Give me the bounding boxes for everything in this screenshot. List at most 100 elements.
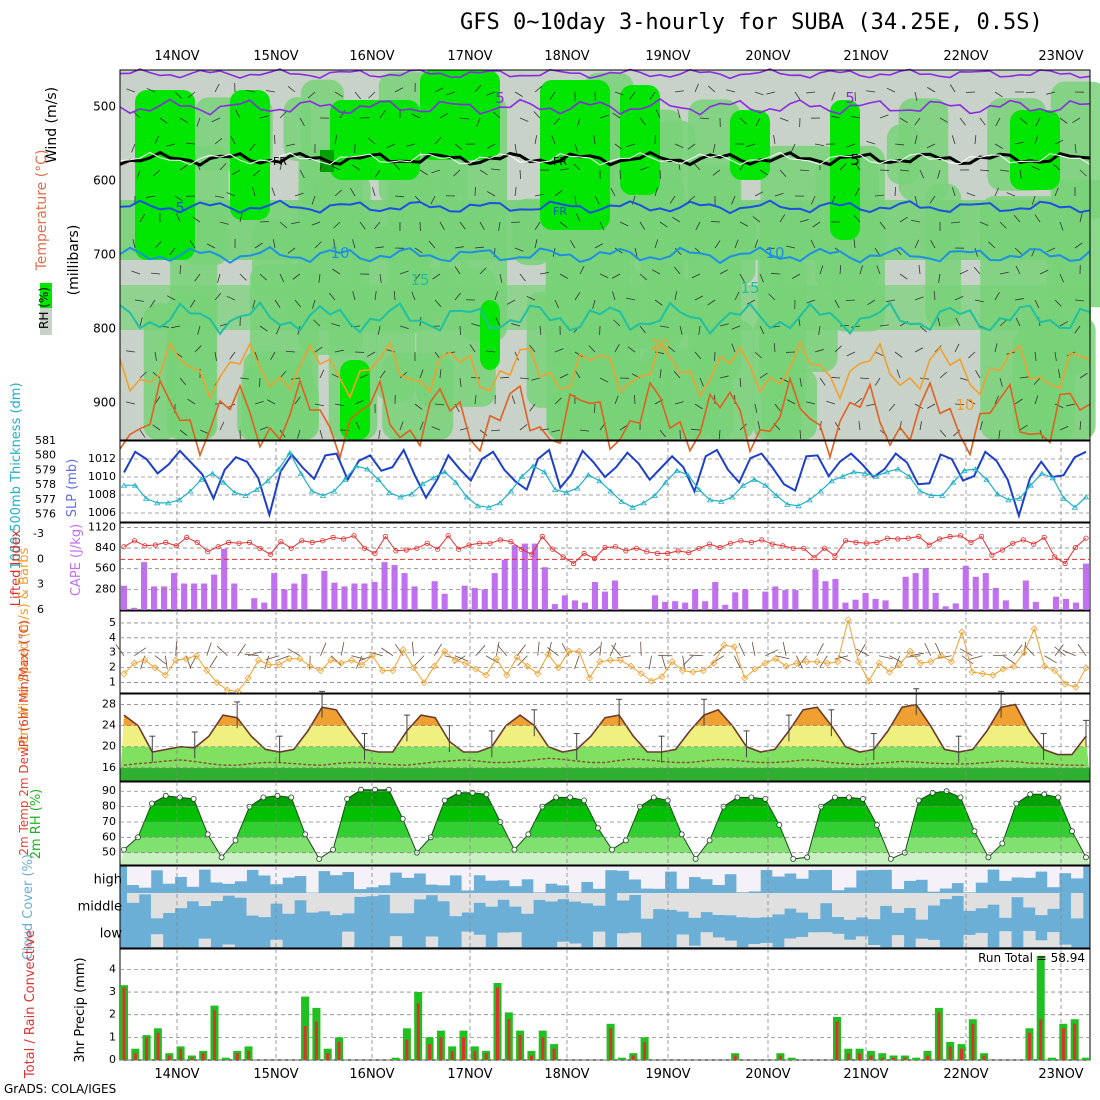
cloud-clear-cell [425,936,439,947]
wind-barb [786,245,796,249]
pressure-tick: 500 [93,100,116,114]
wind10-point [782,662,790,670]
cape-bar [581,602,588,610]
wind10-point [223,686,231,694]
wind-barb [834,422,841,431]
wind-barb [314,346,323,353]
wind10-point [865,677,873,685]
cape-bar [351,583,358,610]
wind-barb [430,195,436,205]
lifted-point [299,538,305,544]
precip-conv-bar [552,1048,556,1060]
wind10-barb [609,642,617,656]
cloud-clear-cell [521,893,534,914]
wind-barb [1033,377,1041,385]
wind10-point [885,668,894,676]
wind-barb [579,265,585,275]
wind-barb [674,266,681,275]
isotherm-line [119,199,1091,215]
wind-barb [474,395,477,405]
wind10-point [337,659,345,667]
wind-barb [474,246,484,249]
precip-conv-bar [190,1057,194,1060]
wind10-point [534,670,542,678]
wind-barb [574,143,579,153]
wind-barb [126,350,136,353]
lifted-point [895,536,901,542]
lifted-line [123,534,1087,565]
cape-bar [982,573,989,610]
lifted-point [393,548,399,554]
precip-tick: 2 [109,1008,116,1021]
wind-barb [479,221,485,231]
wind-barb [279,111,287,119]
wind-barb [639,166,649,171]
wind10-barb [689,654,704,657]
wind-barb [814,349,824,353]
thickness-point [817,488,824,494]
wind-barb [994,343,998,353]
wind-barb [766,91,776,95]
wind10-point [1030,625,1038,633]
wind-barb [1074,325,1081,334]
wind-barb [1057,369,1061,379]
wind-barb [919,421,922,431]
wind-barb [279,221,288,229]
wind10-point [1051,667,1059,675]
wind-barb [171,325,181,329]
wind-barb [994,395,999,405]
wind10-barb [961,655,974,665]
thickness-point [231,489,238,495]
wind10-point [999,665,1007,673]
wind-barb [754,191,764,197]
wind-barb [431,426,441,431]
precip-conv-bar [496,987,499,1060]
isotherm-line [119,245,1091,265]
wind10-point [544,650,552,658]
wind-barb [154,351,157,361]
wind-barb [511,395,516,405]
lifted-point [748,539,755,546]
wind-barb [297,429,301,439]
temp-fill-band [120,746,1090,768]
cloud-clear-cell [282,866,295,878]
wind-barb [691,273,701,279]
wind-barb [1079,213,1083,223]
date-label-top: 23NOV [1038,49,1083,64]
wind-barb [919,169,925,179]
temp-tick: 24 [102,719,116,732]
wind-barb [159,117,168,124]
wind-barb [819,265,824,275]
pressure-axis-label: (millibars) [66,225,82,296]
wind-barb [352,239,356,249]
cloud-clear-cell [437,893,450,902]
wind-barb [291,377,301,380]
cloud-clear-cell [569,893,582,902]
wind-barb [994,143,1003,149]
wind-barb [914,117,921,126]
cloud-clear-cell [760,942,773,947]
thickness-point [408,491,415,497]
cape-bar [531,543,538,610]
thickness-point [695,486,703,492]
wind-barb [799,169,810,172]
wind10-barb [1054,646,1066,657]
wind10-barb [924,642,932,656]
wind-barb [259,426,269,431]
cloud-clear-cell [688,893,701,918]
cloud-clear-cell [736,893,749,918]
lifted-point [644,549,650,555]
thickness-point [364,466,371,472]
rh-axis-label: RH (%) [37,287,51,329]
cape-bar [541,567,548,610]
thickness-point [618,498,625,504]
lifted-point [926,542,932,548]
date-label-top: 17NOV [447,49,492,64]
wind10-point [1061,680,1069,688]
thickness-point [496,500,504,506]
wind-barb [154,135,160,145]
wind10-point [1010,662,1018,670]
wind10-point [523,662,531,670]
wind10-point [689,668,697,676]
